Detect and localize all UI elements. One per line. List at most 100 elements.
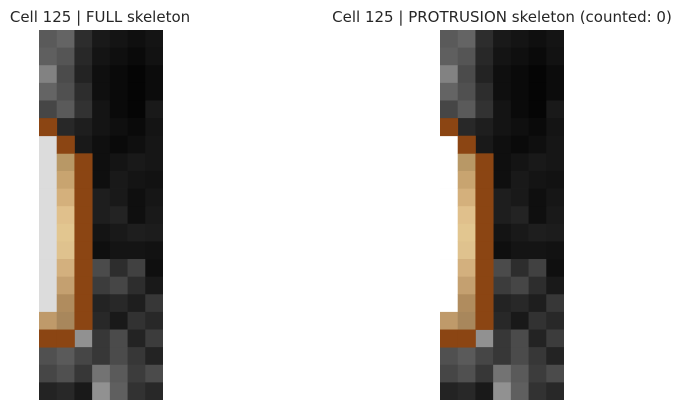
image-pixel	[92, 170, 111, 189]
skeleton-pixel	[475, 276, 494, 295]
image-pixel	[510, 47, 529, 66]
cell-shade-pixel	[56, 276, 75, 295]
cell-shade-pixel	[56, 311, 75, 330]
skeleton-pixel	[440, 118, 459, 137]
image-pixel	[56, 65, 75, 84]
cell-pixel	[39, 259, 58, 278]
cell-pixel	[39, 276, 58, 295]
image-pixel	[546, 65, 564, 84]
image-pixel	[127, 294, 146, 313]
image-pixel	[109, 382, 128, 400]
skeleton-pixel	[475, 153, 494, 172]
image-pixel	[127, 47, 146, 66]
image-pixel	[528, 118, 547, 137]
image-pixel	[74, 382, 93, 400]
image-pixel	[493, 347, 512, 366]
image-pixel	[109, 329, 128, 348]
skeleton-pixel	[74, 241, 93, 260]
image-pixel	[457, 347, 476, 366]
cell-pixel	[39, 241, 58, 260]
image-pixel	[493, 47, 512, 66]
image-pixel	[475, 135, 494, 154]
image-pixel	[546, 206, 564, 225]
cell-pixel	[39, 294, 58, 313]
image-pixel	[493, 100, 512, 119]
image-pixel	[127, 118, 146, 137]
image-pixel	[109, 135, 128, 154]
image-pixel	[74, 65, 93, 84]
skeleton-pixel	[475, 294, 494, 313]
image-pixel	[528, 170, 547, 189]
cell-pixel	[440, 276, 459, 295]
image-pixel	[39, 100, 58, 119]
image-pixel	[92, 364, 111, 383]
image-pixel	[546, 153, 564, 172]
image-pixel	[145, 206, 163, 225]
image-pixel	[528, 223, 547, 242]
skeleton-pixel	[74, 206, 93, 225]
cell-shade-pixel	[39, 311, 58, 330]
cell-pixel	[39, 188, 58, 207]
image-pixel	[510, 206, 529, 225]
image-pixel	[457, 382, 476, 400]
image-pixel	[74, 364, 93, 383]
image-pixel	[92, 382, 111, 400]
image-pixel	[457, 30, 476, 49]
image-pixel	[493, 276, 512, 295]
image-pixel	[74, 135, 93, 154]
image-pixel	[546, 170, 564, 189]
image-pixel	[92, 153, 111, 172]
image-pixel	[109, 47, 128, 66]
image-pixel	[493, 241, 512, 260]
image-pixel	[145, 364, 163, 383]
cell-shade-pixel	[457, 153, 476, 172]
image-pixel	[145, 30, 163, 49]
image-pixel	[510, 223, 529, 242]
cell-pixel	[39, 153, 58, 172]
image-pixel	[457, 100, 476, 119]
image-pixel	[440, 364, 459, 383]
skeleton-pixel	[457, 135, 476, 154]
cell-shade-pixel	[56, 259, 75, 278]
image-pixel	[510, 294, 529, 313]
cell-shade-pixel	[440, 311, 459, 330]
image-pixel	[510, 170, 529, 189]
image-pixel	[145, 135, 163, 154]
image-pixel	[457, 118, 476, 137]
image-pixel	[92, 188, 111, 207]
image-pixel	[528, 153, 547, 172]
image-pixel	[56, 364, 75, 383]
image-pixel	[493, 30, 512, 49]
image-pixel	[510, 118, 529, 137]
image-pixel	[493, 223, 512, 242]
image-pixel	[56, 47, 75, 66]
image-pixel	[528, 276, 547, 295]
image-pixel	[546, 347, 564, 366]
image-pixel	[145, 118, 163, 137]
image-pixel	[546, 135, 564, 154]
image-pixel	[510, 241, 529, 260]
cell-pixel	[440, 188, 459, 207]
cell-pixel	[440, 170, 459, 189]
image-pixel	[510, 135, 529, 154]
image-pixel	[74, 118, 93, 137]
skeleton-pixel	[74, 153, 93, 172]
image-pixel	[127, 223, 146, 242]
image-pixel	[145, 82, 163, 101]
image-pixel	[127, 329, 146, 348]
image-pixel	[145, 382, 163, 400]
image-pixel	[546, 118, 564, 137]
image-pixel	[475, 47, 494, 66]
image-pixel	[109, 82, 128, 101]
image-pixel	[92, 294, 111, 313]
image-pixel	[39, 347, 58, 366]
image-pixel	[528, 364, 547, 383]
image-pixel	[127, 135, 146, 154]
image-pixel	[109, 311, 128, 330]
cell-shade-pixel	[457, 276, 476, 295]
cell-pixel	[440, 294, 459, 313]
cell-pixel	[440, 241, 459, 260]
skeleton-pixel	[475, 188, 494, 207]
image-pixel	[440, 30, 459, 49]
image-pixel	[440, 382, 459, 400]
